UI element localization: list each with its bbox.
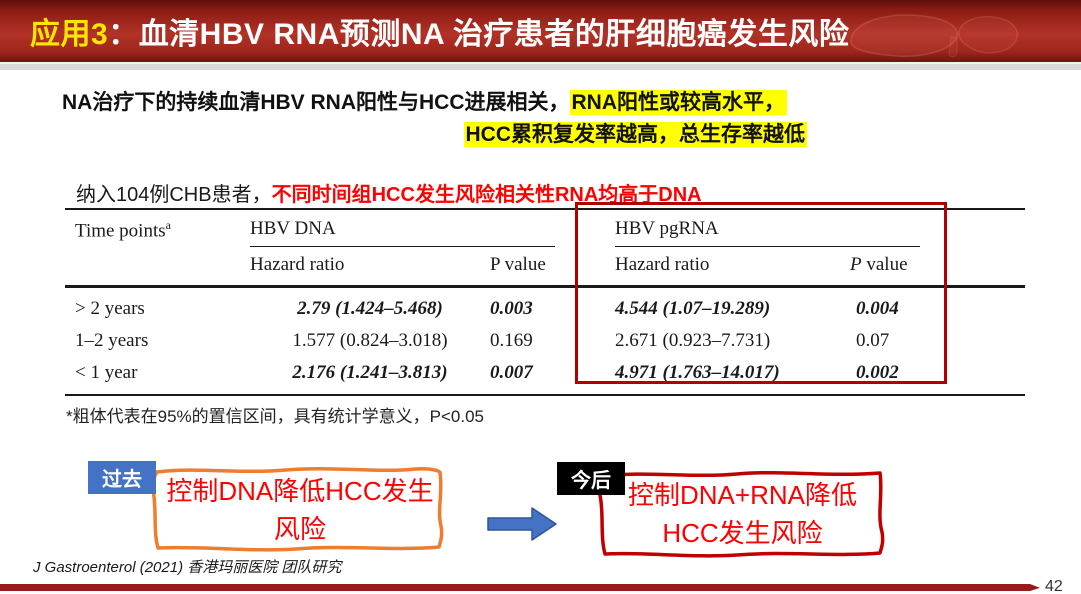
table-caption-plain: 纳入104例CHB患者，: [76, 184, 272, 206]
cell-dna-p-value: 0.003: [490, 285, 555, 325]
table-footnote: *粗体代表在95%的置信区间，具有统计学意义，P<0.05: [66, 407, 484, 426]
right-arrow-icon: [487, 507, 557, 541]
past-label: 过去: [88, 461, 156, 494]
cell-time-point: 1–2 years: [75, 330, 149, 351]
cell-dna-p-value: 0.169: [490, 330, 533, 351]
cell-rna-hazard-ratio: 4.971 (1.763–14.017): [615, 357, 850, 396]
slide-title: 应用3：血清HBV RNA预测NA 治疗患者的肝细胞癌发生风险: [30, 9, 849, 53]
future-box-line1: 控制DNA+RNA降低: [628, 480, 857, 510]
cell-rna-p-value: 0.002: [850, 357, 921, 396]
future-box-text: 控制DNA+RNA降低 HCC发生风险: [605, 476, 880, 552]
table-row: > 2 years 2.79 (1.424–5.468) 0.003 4.544…: [65, 285, 1026, 325]
cell-time-point: > 2 years: [65, 285, 250, 325]
slide-title-text: 血清HBV RNA预测NA 治疗患者的肝细胞癌发生风险: [138, 18, 850, 51]
cell-dna-hazard-ratio: 1.577 (0.824–3.018): [292, 330, 448, 351]
table-row: 1–2 years 1.577 (0.824–3.018) 0.169 2.67…: [65, 325, 1025, 357]
cell-endpad: [920, 357, 1026, 396]
future-box-line2: HCC发生风险: [662, 518, 823, 548]
col-header-dna-hazard-ratio: Hazard ratio: [250, 254, 345, 275]
col-header-dna-p-value: P value: [490, 254, 546, 275]
col-group-hbv-pgrna: HBV pgRNA: [615, 208, 921, 247]
liver-icon: [850, 14, 1019, 58]
table-group-header-row: Time pointsa HBV DNA HBV pgRNA: [65, 208, 1026, 287]
cell-rna-p-value: 0.004: [850, 285, 921, 325]
intro-line1-plain: NA治疗下的持续血清HBV RNA阳性与HCC进展相关，: [62, 91, 570, 114]
col-group-hbv-dna: HBV DNA: [250, 208, 555, 247]
cell-rna-p-value: 0.07: [856, 330, 890, 351]
cell-rna-hazard-ratio: 4.544 (1.07–19.289): [615, 285, 850, 325]
col-header-rna-hazard-ratio: Hazard ratio: [615, 254, 710, 275]
page-number: 42: [1045, 578, 1063, 594]
citation: J Gastroenterol (2021) 香港玛丽医院 团队研究: [33, 559, 342, 576]
table-caption: 纳入104例CHB患者，不同时间组HCC发生风险相关性RNA均高于DNA: [76, 178, 702, 207]
slide-title-badge: 应用3: [30, 18, 109, 51]
cell-rna-hazard-ratio: 2.671 (0.923–7.731): [615, 330, 771, 351]
past-box-line1: 控制DNA降低HCC发生: [166, 476, 434, 506]
slide-title-separator: ：: [108, 18, 139, 51]
cell-gap: [555, 357, 615, 396]
column-endpad: [920, 208, 1026, 247]
pgrna-highlight-frame: [575, 202, 947, 384]
header-divider: [0, 62, 1081, 70]
cell-dna-hazard-ratio: 2.79 (1.424–5.468): [250, 285, 490, 325]
slide-header: 应用3：血清HBV RNA预测NA 治疗患者的肝细胞癌发生风险: [0, 0, 1081, 62]
intro-line1-highlight: RNA阳性或较高水平，: [569, 90, 787, 115]
table-sub-header-row: Hazard ratio P value Hazard ratio P valu…: [65, 247, 1025, 287]
column-gap: [555, 208, 615, 247]
footer-bar: [0, 584, 1040, 591]
intro-line-2: HCC累积复发率越高，总生存率越低: [62, 120, 807, 150]
cell-time-point: < 1 year: [65, 357, 250, 396]
intro-statement: NA治疗下的持续血清HBV RNA阳性与HCC进展相关，RNA阳性或较高水平， …: [62, 88, 807, 150]
future-sketch-box: [598, 470, 885, 558]
future-label: 今后: [557, 462, 625, 495]
cell-dna-p-value: 0.007: [490, 357, 555, 396]
table-row: < 1 year 2.176 (1.241–3.813) 0.007 4.971…: [65, 357, 1026, 396]
hazard-ratio-table: Time pointsa HBV DNA HBV pgRNA Hazard ra…: [65, 208, 1026, 396]
past-sketch-box: [151, 466, 444, 552]
cell-dna-hazard-ratio: 2.176 (1.241–3.813): [250, 357, 490, 396]
past-box-text: 控制DNA降低HCC发生 风险: [160, 472, 440, 548]
past-box-line2: 风险: [273, 514, 326, 544]
col-header-rna-p-value: P value: [850, 254, 908, 275]
intro-line2-highlight: HCC累积复发率越高，总生存率越低: [463, 122, 807, 147]
footnote-marker-a: a: [165, 218, 171, 232]
table-caption-finding: 不同时间组HCC发生风险相关性RNA均高于DNA: [271, 184, 702, 206]
cell-endpad: [920, 285, 1026, 325]
col-header-time-points: Time pointsa: [65, 208, 250, 287]
intro-line-1: NA治疗下的持续血清HBV RNA阳性与HCC进展相关，RNA阳性或较高水平，: [62, 88, 807, 118]
cell-gap: [555, 285, 615, 325]
